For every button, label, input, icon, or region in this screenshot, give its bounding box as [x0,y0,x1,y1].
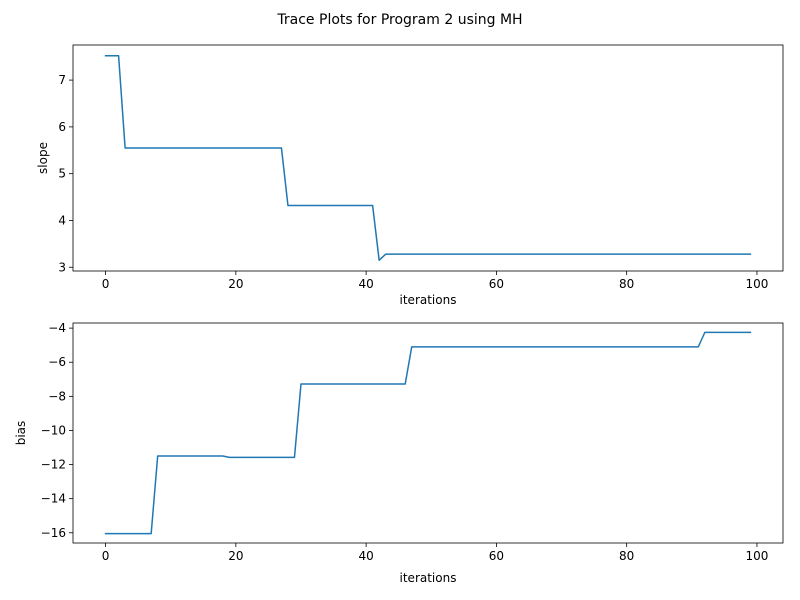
slope-trace-line [104,55,752,261]
bias-x-tick-label: 80 [619,549,634,563]
bias-y-tick-label: −6 [48,355,66,369]
bias-y-tick-label: −16 [41,526,66,540]
slope-x-tick-label: 100 [745,277,768,291]
slope-x-tick-label: 0 [102,277,110,291]
slope-y-tick-label: 3 [58,260,66,274]
bias-trace-line [104,331,752,535]
bias-y-tick-label: −12 [41,458,66,472]
slope-y-tick-label: 5 [58,167,66,181]
bias-x-tick-label: 100 [745,549,768,563]
bias-x-tick-label: 0 [102,549,110,563]
bias-axes-frame [72,322,784,544]
bias-x-tick-label: 60 [489,549,504,563]
figure-title: Trace Plots for Program 2 using MH [276,12,522,28]
bias-y-tick-label: −10 [41,423,66,437]
slope-x-tick-label: 40 [358,277,373,291]
slope-y-tick-label: 4 [58,213,66,227]
bias-y-tick-label: −8 [48,389,66,403]
slope-y-tick-label: 7 [58,73,66,87]
slope-x-tick-label: 80 [619,277,634,291]
bias-x-tick-label: 20 [228,549,243,563]
bias-y-tick-label: −4 [48,321,66,335]
slope-x-axis-label: iterations [400,293,457,307]
slope-x-tick-label: 20 [228,277,243,291]
slope-x-tick-label: 60 [489,277,504,291]
slope-axes-frame [72,44,784,272]
bias-y-tick-label: −14 [41,492,66,506]
slope-trace-panel: 0 20 40 60 80 100 3 4 5 6 7 iterations slope [36,44,784,307]
slope-y-tick-label: 6 [58,120,66,134]
bias-x-axis-label: iterations [400,571,457,585]
bias-y-axis-label: bias [14,421,28,446]
bias-x-tick-label: 40 [358,549,373,563]
slope-y-axis-label: slope [36,142,50,174]
bias-trace-panel: 0 20 40 60 80 100 −16 −14 −12 −10 −8 −6 −4 iterations… [14,321,784,585]
